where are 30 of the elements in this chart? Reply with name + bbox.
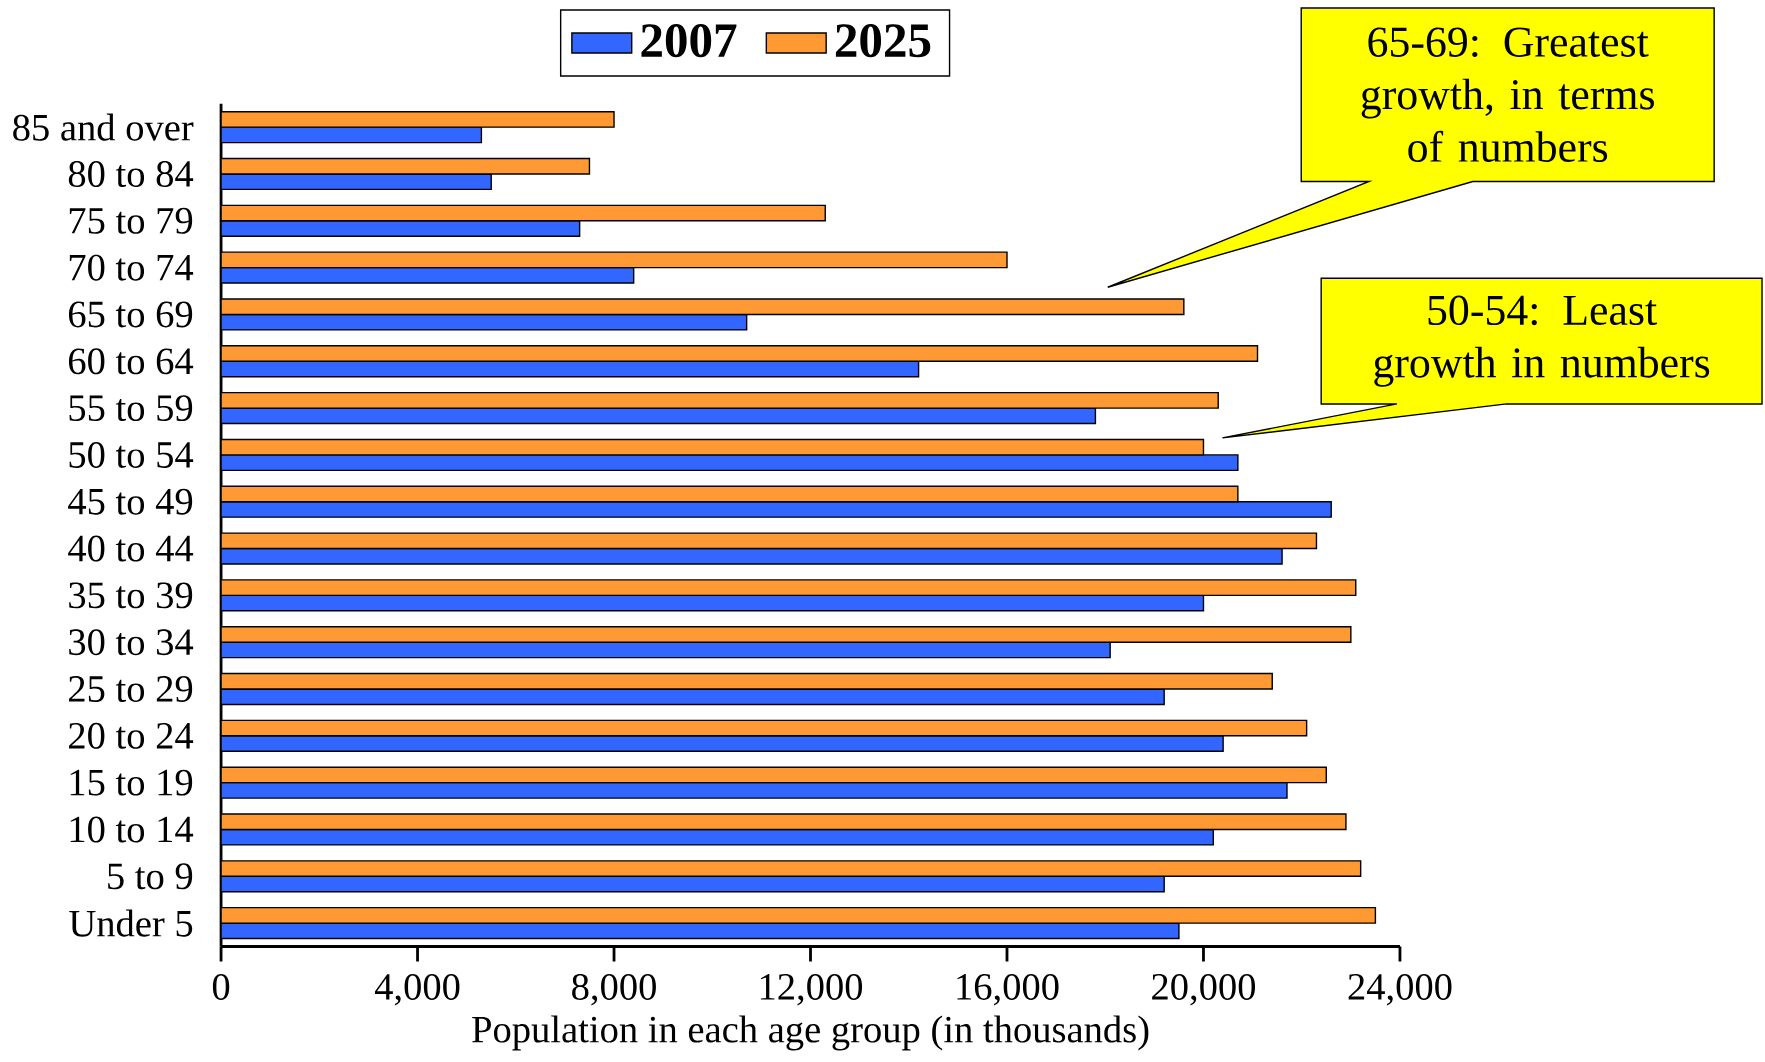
y-tick-label: 35 to 39 bbox=[69, 582, 193, 609]
y-tick-label: 75 to 79 bbox=[69, 207, 193, 234]
y-tick-label: 25 to 29 bbox=[69, 675, 193, 702]
y-tick-label: 40 to 44 bbox=[68, 535, 194, 562]
x-tick-label: 0 bbox=[212, 973, 230, 1000]
y-tick-label: 20 to 24 bbox=[69, 722, 194, 749]
y-tick-label: 5 to 9 bbox=[108, 863, 193, 890]
y-tick-label: Under 5 bbox=[69, 909, 193, 937]
x-tick-label: 8,000 bbox=[572, 973, 656, 1006]
y-tick-label: 50 to 54 bbox=[69, 441, 194, 468]
x-tick-label: 12,000 bbox=[760, 973, 863, 1006]
x-tick-label: 4,000 bbox=[374, 973, 460, 1006]
y-tick-label: 70 to 74 bbox=[69, 254, 194, 281]
y-tick-label: 30 to 34 bbox=[69, 629, 194, 656]
x-axis-title: Population in each age group (in thousands) bbox=[472, 1015, 1149, 1051]
y-tick-label: 15 to 19 bbox=[70, 769, 193, 796]
y-tick-label: 55 to 59 bbox=[69, 395, 193, 421]
y-tick-label: 60 to 64 bbox=[68, 348, 194, 375]
x-tick-label: 20,000 bbox=[1152, 973, 1256, 1006]
x-tick-label: 16,000 bbox=[957, 973, 1059, 1006]
annotation: 50-54: Least growth in numbers bbox=[1374, 295, 1710, 387]
y-tick-label: 85 and over bbox=[13, 113, 194, 141]
y-tick-label: 10 to 14 bbox=[70, 816, 194, 843]
x-tick-label: 24,000 bbox=[1348, 973, 1452, 1006]
y-tick-label: 45 to 49 bbox=[68, 488, 193, 515]
legend-label: 2025 bbox=[835, 23, 931, 58]
legend-label: 2007 bbox=[641, 23, 737, 58]
y-tick-label: 80 to 84 bbox=[68, 160, 194, 187]
annotation: 65-69: Greatest growth, in terms of numbers bbox=[1361, 27, 1654, 162]
y-tick-label: 65 to 69 bbox=[68, 301, 193, 328]
